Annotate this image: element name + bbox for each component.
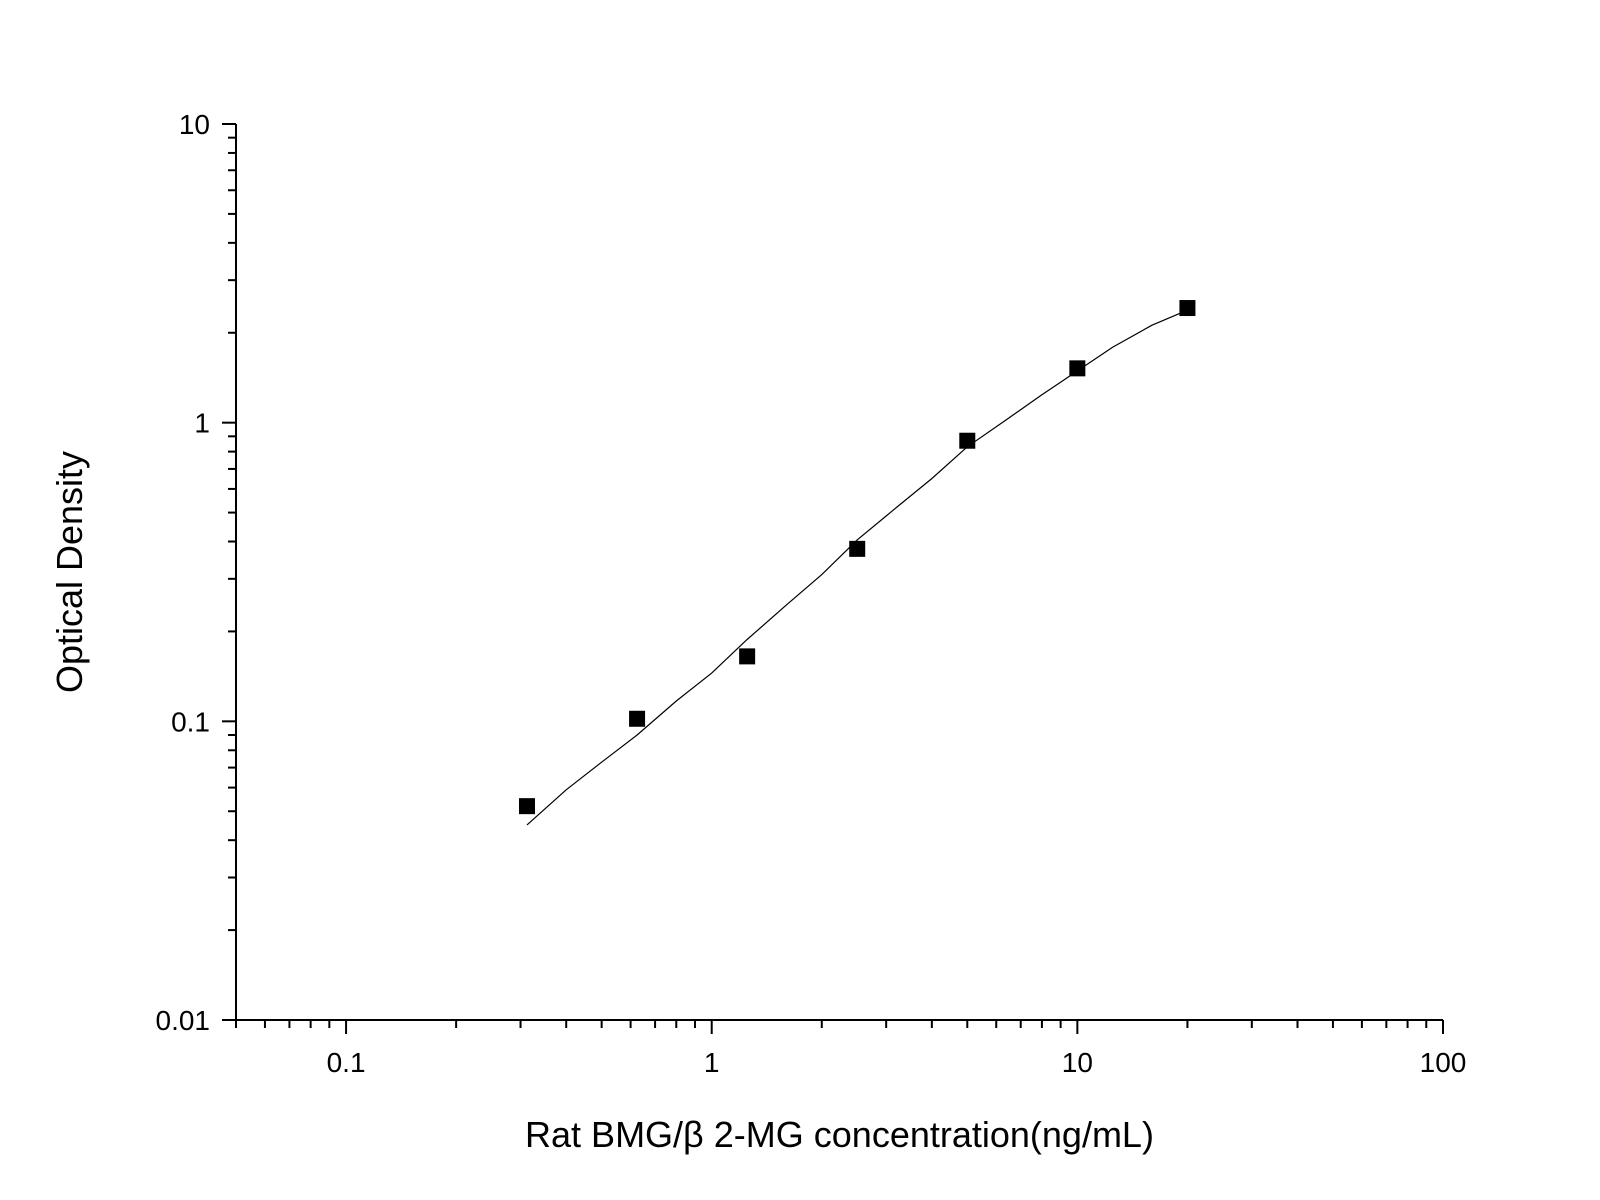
y-tick-label: 0.1: [171, 706, 210, 737]
data-point: [519, 798, 536, 815]
x-tick-label: 0.1: [327, 1047, 366, 1078]
data-point: [1179, 300, 1196, 317]
data-point: [849, 540, 866, 557]
fit-curve-line: [526, 309, 1188, 826]
x-tick-label: 10: [1062, 1047, 1093, 1078]
y-tick-label: 0.01: [156, 1005, 211, 1036]
x-axis-title: Rat BMG/β 2-MG concentration(ng/mL): [525, 1114, 1154, 1155]
data-points-group: [519, 300, 1196, 815]
x-tick-label: 100: [1420, 1047, 1467, 1078]
data-point: [1069, 360, 1086, 377]
data-point: [739, 648, 756, 665]
y-axis-title: Optical Density: [49, 451, 90, 693]
y-tick-label: 1: [194, 408, 210, 439]
fit-curve-group: [526, 309, 1188, 826]
axes: 0.1 1 10 100 0.01 0.1 1 10: [156, 109, 1467, 1078]
y-tick-label: 10: [179, 109, 210, 140]
data-point: [629, 710, 646, 727]
x-tick-label: 1: [704, 1047, 720, 1078]
data-point: [959, 432, 976, 449]
